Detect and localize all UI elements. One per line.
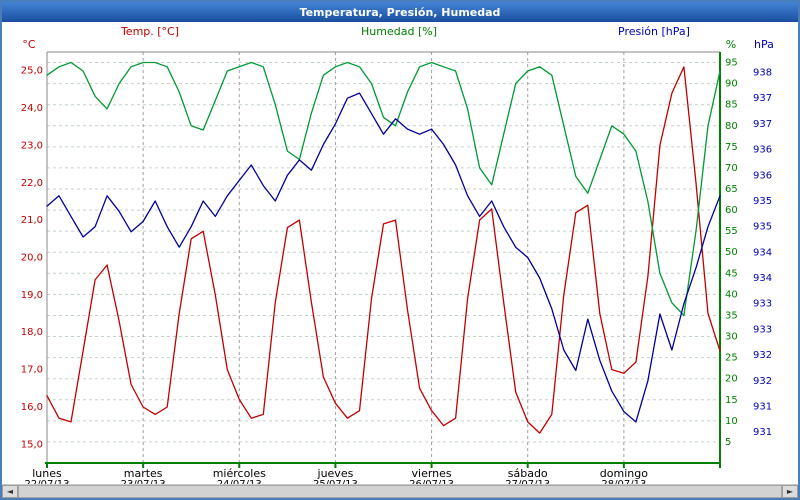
humidity-tick-label: 25: [725, 353, 738, 364]
legend-label-0: Temp. [°C]: [120, 25, 179, 38]
day-date-label: 26/07/13: [409, 479, 454, 488]
chart-svg: Temp. [°C] Humedad [%] Presión [hPa] °C% hPa…: [21, 25, 774, 488]
humidity-tick-label: 5: [725, 437, 731, 448]
scrollbar-thumb[interactable]: [18, 485, 782, 498]
temp-tick-label: 20,0: [21, 253, 43, 264]
humidity-tick-label: 10: [725, 416, 738, 427]
pressure-tick-label: 932: [753, 350, 772, 361]
pressure-tick-label: 933: [753, 299, 772, 310]
humidity-tick-label: 40: [725, 289, 738, 300]
day-date-label: 23/07/13: [121, 479, 166, 488]
temp-tick-label: 24,0: [21, 103, 43, 114]
day-date-label: 25/07/13: [313, 479, 358, 488]
day-date-label: 22/07/13: [25, 479, 70, 488]
legend-label-1: Humedad [%]: [361, 25, 437, 38]
humidity-tick-label: 90: [725, 79, 738, 90]
title-bar: Temperatura, Presión, Humedad: [2, 2, 798, 22]
day-name-label: sábado: [508, 467, 548, 480]
humidity-tick-label: 80: [725, 121, 738, 132]
pressure-tick-label: 933: [753, 324, 772, 335]
pressure-tick-label: 936: [753, 145, 772, 156]
humidity-tick-label: 30: [725, 332, 738, 343]
humidity-tick-label: 65: [725, 184, 738, 195]
pressure-tick-label: 931: [753, 427, 772, 438]
humidity-tick-label: 35: [725, 310, 738, 321]
chart-title: Temperatura, Presión, Humedad: [299, 5, 501, 19]
humidity-tick-label: 55: [725, 226, 738, 237]
series-humedad: [46, 61, 721, 317]
series-presión: [46, 92, 721, 423]
humidity-tick-label: 50: [725, 247, 738, 258]
humidity-tick-label: 70: [725, 163, 738, 174]
temp-tick-label: 22,0: [21, 178, 43, 189]
scroll-left-button[interactable]: ◄: [2, 485, 18, 498]
humidity-tick-label: 75: [725, 142, 738, 153]
day-date-label: 24/07/13: [217, 479, 262, 488]
temp-unit-label: °C: [22, 38, 36, 51]
pressure-tick-label: 935: [753, 196, 772, 207]
pressure-tick-label: 936: [753, 170, 772, 181]
pressure-tick-label: 937: [753, 119, 772, 130]
temp-tick-label: 25,0: [21, 66, 43, 77]
pressure-tick-label: 932: [753, 376, 772, 387]
day-name-label: domingo: [600, 467, 648, 480]
humidity-tick-label: 60: [725, 205, 738, 216]
temp-tick-label: 18,0: [21, 327, 43, 338]
day-name-label: viernes: [412, 467, 452, 480]
temp-tick-label: 19,0: [21, 290, 43, 301]
scroll-right-button[interactable]: ►: [782, 485, 798, 498]
humidity-tick-label: 85: [725, 100, 738, 111]
pressure-tick-label: 934: [753, 273, 772, 284]
humidity-unit-label: %: [726, 38, 736, 51]
pressure-tick-label: 937: [753, 93, 772, 104]
legend-label-2: Presión [hPa]: [618, 25, 690, 38]
day-name-label: miércoles: [213, 467, 266, 480]
temp-tick-label: 21,0: [21, 215, 43, 226]
pressure-unit-label: hPa: [754, 38, 774, 51]
day-date-label: 28/07/13: [601, 479, 646, 488]
day-name-label: jueves: [317, 467, 354, 480]
series-temperatura: [46, 66, 721, 434]
pressure-tick-label: 938: [753, 68, 772, 79]
day-name-label: martes: [124, 467, 163, 480]
humidity-tick-label: 15: [725, 395, 738, 406]
humidity-tick-label: 45: [725, 268, 738, 279]
temp-tick-label: 15,0: [21, 439, 43, 450]
arrow-right-icon: ►: [786, 487, 794, 496]
humidity-tick-label: 95: [725, 58, 738, 69]
horizontal-scrollbar[interactable]: ◄ ►: [2, 484, 798, 498]
day-name-label: lunes: [32, 467, 62, 480]
temp-tick-label: 17,0: [21, 365, 43, 376]
scrollbar-track[interactable]: [18, 485, 782, 498]
temp-tick-label: 16,0: [21, 402, 43, 413]
pressure-tick-label: 934: [753, 247, 772, 258]
humidity-tick-label: 20: [725, 374, 738, 385]
arrow-left-icon: ◄: [6, 487, 14, 496]
pressure-tick-label: 935: [753, 222, 772, 233]
pressure-tick-label: 931: [753, 401, 772, 412]
day-date-label: 27/07/13: [505, 479, 550, 488]
temp-tick-label: 23,0: [21, 140, 43, 151]
